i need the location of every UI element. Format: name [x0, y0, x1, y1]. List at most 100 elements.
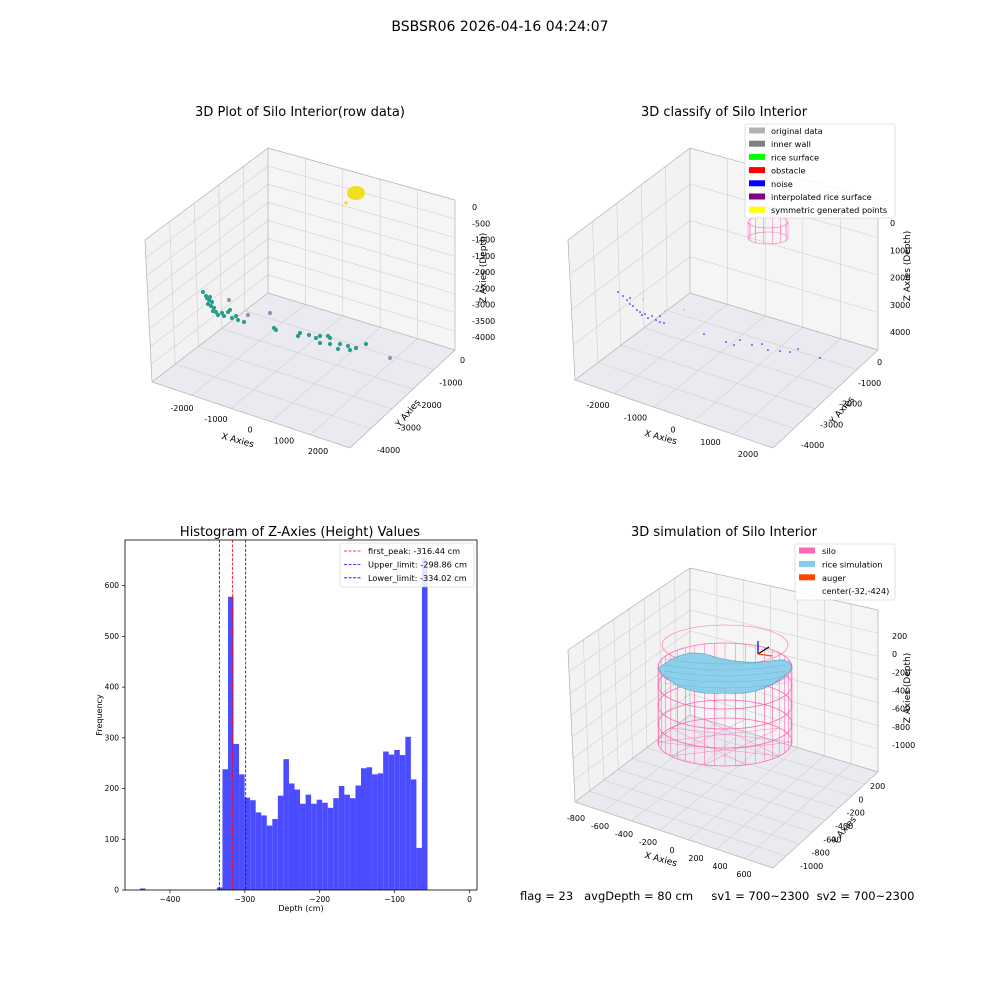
- left-pane: [145, 148, 268, 382]
- tick-label: -2000: [170, 404, 193, 413]
- data-point: [241, 319, 247, 325]
- axes-box: [567, 567, 879, 869]
- tick-label: -400: [892, 687, 910, 696]
- data-point: [344, 201, 348, 205]
- data-point: [636, 309, 638, 311]
- tick-label: 1000: [890, 246, 910, 255]
- tick-label: -2000: [586, 401, 609, 410]
- tick-label: 0: [669, 846, 674, 855]
- data-point: [347, 347, 353, 353]
- tick-label: 200: [688, 854, 703, 863]
- tick-label: 4000: [890, 328, 910, 337]
- grid-line: [693, 326, 803, 422]
- tick-label: 3000: [890, 301, 910, 310]
- tick-labels: -2000 -1000 0 1000 2000 0 -1000 -2000 -3000 -4000…: [170, 203, 495, 456]
- legend-label: first_peak: -316.44 cm: [368, 546, 460, 556]
- rice-mesh: [663, 664, 787, 671]
- tick-label: 0: [892, 650, 897, 659]
- grid-line: [620, 344, 816, 410]
- data-point: [208, 303, 214, 309]
- legend-label: noise: [771, 179, 793, 189]
- tick-label: -3000: [820, 420, 843, 429]
- tick-label: 0: [877, 358, 882, 367]
- back-pane: [268, 148, 455, 350]
- hist-bar: [227, 596, 234, 890]
- tick-label: -2000: [419, 401, 442, 410]
- data-point: [213, 309, 219, 315]
- grid-line: [603, 779, 800, 845]
- panel-histogram: Histogram of Z-Axies (Height) Values −40…: [95, 525, 478, 913]
- panel-title: Histogram of Z-Axies (Height) Values: [180, 525, 420, 540]
- grid-line: [643, 327, 837, 390]
- grid-line: [632, 758, 826, 821]
- tick-label: -1000: [800, 862, 823, 871]
- panel-title: 3D simulation of Silo Interior: [631, 525, 818, 540]
- x-tick-label: −400: [160, 895, 181, 904]
- grid-line: [733, 338, 841, 435]
- data-point: [327, 335, 333, 341]
- rice-mesh: [663, 670, 787, 677]
- tick-label: 600: [736, 870, 751, 879]
- pane-edge: [144, 147, 456, 241]
- x-tick-label: −300: [235, 895, 256, 904]
- tick-label: -500: [472, 219, 490, 228]
- tick-label: -1500: [472, 252, 495, 261]
- data-point: [626, 299, 628, 301]
- x-tick-label: −200: [309, 895, 330, 904]
- hist-bar: [311, 803, 317, 890]
- legend: first_peak: -316.44 cm Upper_limit: -298.…: [339, 542, 475, 588]
- hist-bar: [316, 799, 323, 890]
- legend-swatch: [749, 180, 765, 187]
- y-tick-label: 100: [105, 835, 120, 844]
- data-point: [751, 344, 753, 346]
- hist-bar: [300, 803, 306, 890]
- tick-labels: -800 -600 -400 -200 0 200 400 600 200 0 -200 -400 -6…: [567, 632, 915, 879]
- data-point: [725, 341, 727, 343]
- tick-label: -600: [892, 705, 910, 714]
- legend-swatch: [799, 560, 815, 567]
- grid-line: [661, 736, 852, 797]
- data-point: [267, 310, 273, 316]
- hist-bar: [222, 769, 228, 890]
- tick-label: -1000: [624, 413, 647, 422]
- hist-bar: [288, 783, 295, 890]
- silo-ring: [657, 699, 793, 749]
- tick-label: 1000: [700, 438, 720, 447]
- data-point: [779, 350, 781, 352]
- tick-label: 0: [472, 203, 477, 212]
- tick-label: -800: [567, 814, 585, 823]
- data-point: [345, 343, 351, 349]
- tick-label: -2000: [472, 268, 495, 277]
- hist-bar: [338, 786, 345, 890]
- y-tick-label: 300: [105, 733, 120, 742]
- hist-bar: [277, 795, 284, 890]
- data-point: [683, 309, 685, 311]
- tick-label: 0: [858, 795, 863, 804]
- data-point: [337, 341, 343, 347]
- data-point: [641, 314, 643, 316]
- data-point: [664, 310, 666, 312]
- data-point: [226, 297, 232, 303]
- hist-bar: [344, 794, 350, 890]
- hist-bar: [305, 794, 312, 890]
- hist-bar: [272, 818, 278, 890]
- grid-line: [666, 310, 858, 370]
- data-point: [789, 351, 791, 353]
- grid-line: [618, 769, 813, 833]
- y-tick-label: 200: [105, 784, 120, 793]
- bars: [139, 557, 428, 890]
- data-point: [663, 322, 665, 324]
- hist-bar: [283, 759, 289, 890]
- hist-bar: [349, 798, 356, 890]
- hist-bar: [421, 557, 428, 890]
- data-point: [642, 298, 644, 300]
- legend-frame: [339, 542, 475, 588]
- legend-swatch: [749, 140, 765, 147]
- tick-label: 200: [870, 782, 885, 791]
- y-tick-label: 400: [105, 683, 120, 692]
- data-point: [632, 305, 634, 307]
- data-point: [639, 311, 641, 313]
- tick-label: -3500: [472, 317, 495, 326]
- data-point: [647, 317, 649, 319]
- x-axis-label: Depth (cm): [278, 904, 323, 913]
